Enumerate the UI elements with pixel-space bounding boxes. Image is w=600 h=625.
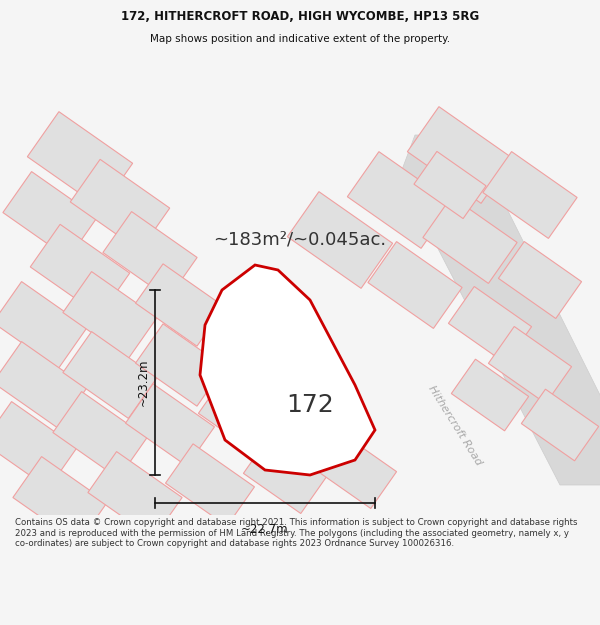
Text: 172, HITHERCROFT ROAD, HIGH WYCOMBE, HP13 5RG: 172, HITHERCROFT ROAD, HIGH WYCOMBE, HP1…: [121, 10, 479, 23]
Polygon shape: [136, 264, 224, 346]
Polygon shape: [53, 392, 147, 478]
Polygon shape: [368, 242, 462, 328]
Polygon shape: [13, 457, 107, 543]
Polygon shape: [28, 112, 133, 208]
Polygon shape: [0, 342, 87, 428]
Polygon shape: [136, 324, 224, 406]
Polygon shape: [63, 332, 157, 418]
Polygon shape: [347, 152, 452, 248]
Polygon shape: [287, 192, 392, 288]
Polygon shape: [30, 224, 130, 316]
Text: Contains OS data © Crown copyright and database right 2021. This information is : Contains OS data © Crown copyright and d…: [15, 518, 577, 548]
Polygon shape: [0, 282, 87, 368]
Polygon shape: [200, 265, 375, 475]
Text: Map shows position and indicative extent of the property.: Map shows position and indicative extent…: [150, 34, 450, 44]
Polygon shape: [448, 286, 532, 364]
Polygon shape: [3, 172, 97, 258]
Polygon shape: [483, 152, 577, 238]
Text: Hithercroft Road: Hithercroft Road: [427, 383, 484, 467]
Polygon shape: [244, 436, 326, 514]
Polygon shape: [407, 107, 512, 203]
Polygon shape: [103, 212, 197, 298]
Polygon shape: [499, 241, 581, 319]
Text: 172: 172: [286, 393, 334, 417]
Polygon shape: [521, 389, 599, 461]
Text: ~23.2m: ~23.2m: [137, 359, 149, 406]
Text: ~183m²/~0.045ac.: ~183m²/~0.045ac.: [214, 231, 386, 249]
Polygon shape: [88, 452, 182, 538]
Polygon shape: [451, 359, 529, 431]
Polygon shape: [423, 197, 517, 283]
Polygon shape: [0, 402, 77, 488]
Text: ~22.7m: ~22.7m: [241, 523, 289, 536]
Polygon shape: [199, 376, 281, 454]
Polygon shape: [63, 272, 157, 358]
Polygon shape: [400, 135, 600, 485]
Polygon shape: [313, 431, 397, 509]
Polygon shape: [488, 326, 572, 404]
Polygon shape: [414, 151, 486, 219]
Polygon shape: [166, 444, 254, 526]
Polygon shape: [70, 159, 170, 251]
Polygon shape: [125, 384, 214, 466]
